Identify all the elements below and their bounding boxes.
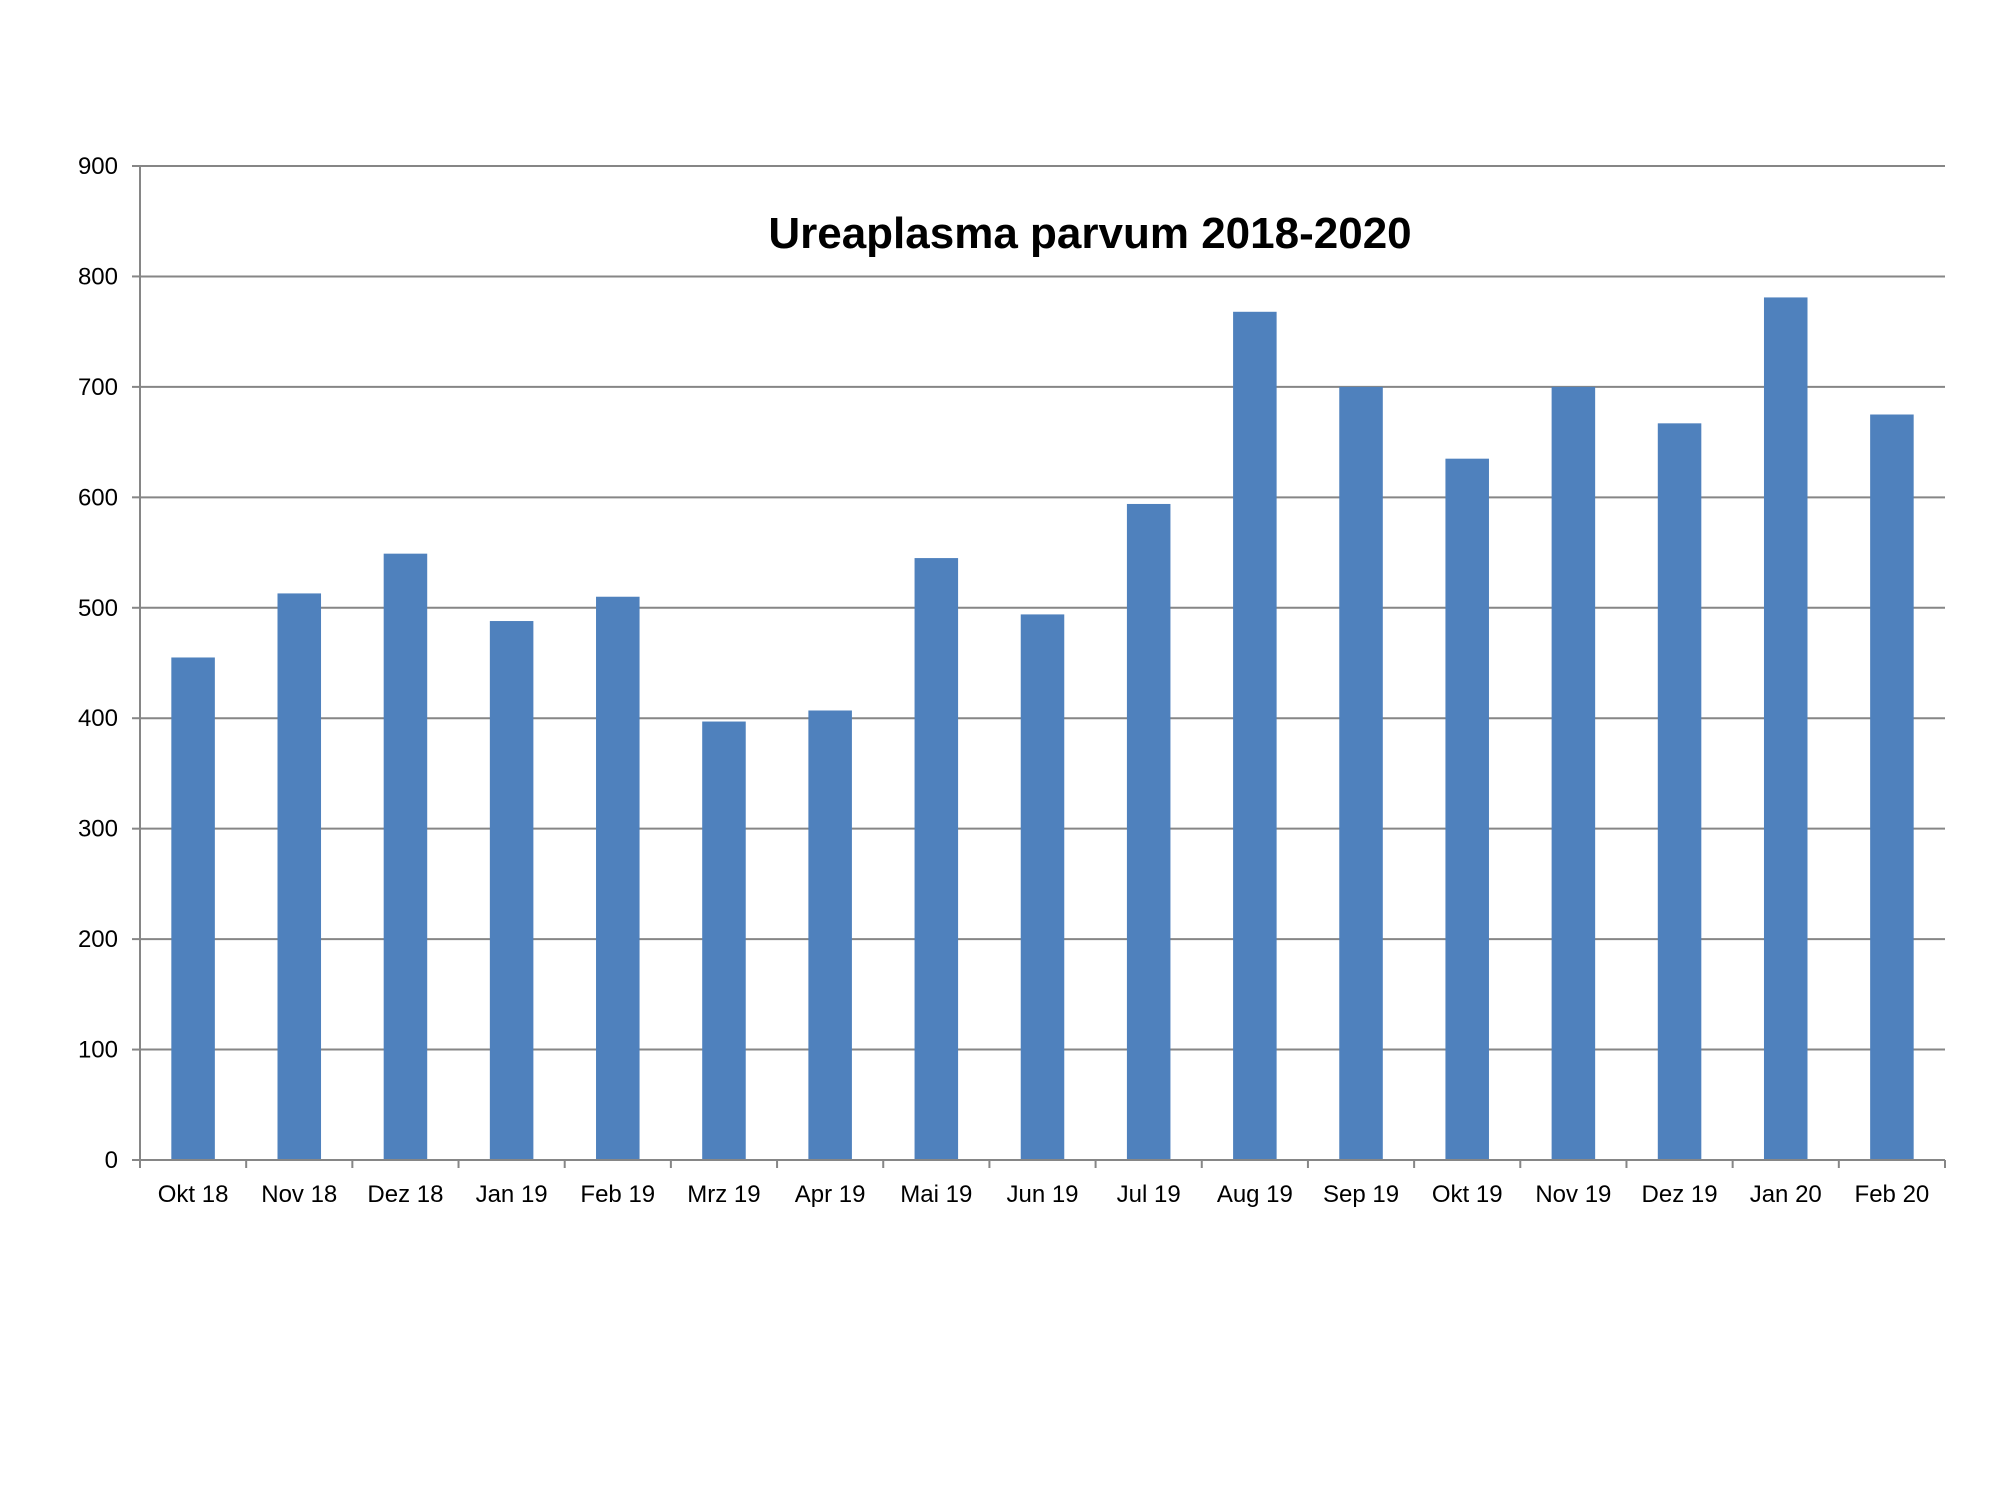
bar-sep-19: [1339, 386, 1383, 1160]
x-tick-label: Jan 20: [1750, 1181, 1822, 1208]
bar-mrz-19: [702, 721, 746, 1160]
y-tick-label: 700: [78, 374, 118, 401]
bar-okt-18: [171, 657, 215, 1160]
x-tick-label: Feb 20: [1855, 1181, 1930, 1208]
bars: [171, 297, 1914, 1161]
x-tick-label: Jun 19: [1006, 1181, 1078, 1208]
x-tick-label: Sep 19: [1323, 1181, 1399, 1208]
y-tick-label: 600: [78, 484, 118, 511]
bar-mai-19: [914, 558, 959, 1160]
x-tick-label: Aug 19: [1217, 1181, 1293, 1208]
bar-okt-19: [1445, 458, 1489, 1161]
y-tick-label: 0: [105, 1147, 118, 1174]
x-tick-label: Jul 19: [1117, 1181, 1181, 1208]
x-tick-label: Mrz 19: [687, 1181, 760, 1208]
y-tick-label: 300: [78, 816, 118, 843]
x-tick-label: Okt 19: [1432, 1181, 1503, 1208]
bar-jul-19: [1126, 503, 1171, 1161]
bar-jan-20: [1763, 297, 1808, 1160]
bar-dez-18: [383, 553, 428, 1160]
bar-nov-18: [277, 593, 322, 1160]
tick-labels: 0 100 200 300 400 500 600 700 800 900 Okt 18 Nov 18…: [78, 153, 1929, 1208]
y-tick-label: 200: [78, 926, 118, 953]
bar-jun-19: [1020, 614, 1065, 1160]
y-tick-label: 500: [78, 595, 118, 622]
chart-title: Ureaplasma parvum 2018-2020: [768, 209, 1411, 258]
bar-dez-19: [1657, 423, 1702, 1160]
x-tick-label: Jan 19: [476, 1181, 548, 1208]
bar-feb-20: [1870, 414, 1914, 1160]
x-tick-label: Dez 19: [1642, 1181, 1718, 1208]
y-tick-label: 900: [78, 153, 118, 180]
x-tick-label: Feb 19: [580, 1181, 655, 1208]
bar-feb-19: [596, 596, 640, 1160]
bar-apr-19: [808, 710, 852, 1160]
x-tick-label: Mai 19: [900, 1181, 972, 1208]
bar-jan-19: [489, 621, 534, 1160]
axes: [132, 165, 1946, 1168]
y-tick-label: 400: [78, 705, 118, 732]
bar-nov-19: [1551, 386, 1596, 1160]
x-tick-label: Dez 18: [367, 1181, 443, 1208]
x-tick-label: Okt 18: [158, 1181, 229, 1208]
x-tick-label: Apr 19: [795, 1181, 866, 1208]
x-tick-label: Nov 18: [261, 1181, 337, 1208]
y-tick-label: 100: [78, 1037, 118, 1064]
x-tick-label: Nov 19: [1535, 1181, 1611, 1208]
bar-aug-19: [1233, 311, 1277, 1161]
gridlines: [140, 165, 1945, 1051]
y-tick-label: 800: [78, 263, 118, 290]
